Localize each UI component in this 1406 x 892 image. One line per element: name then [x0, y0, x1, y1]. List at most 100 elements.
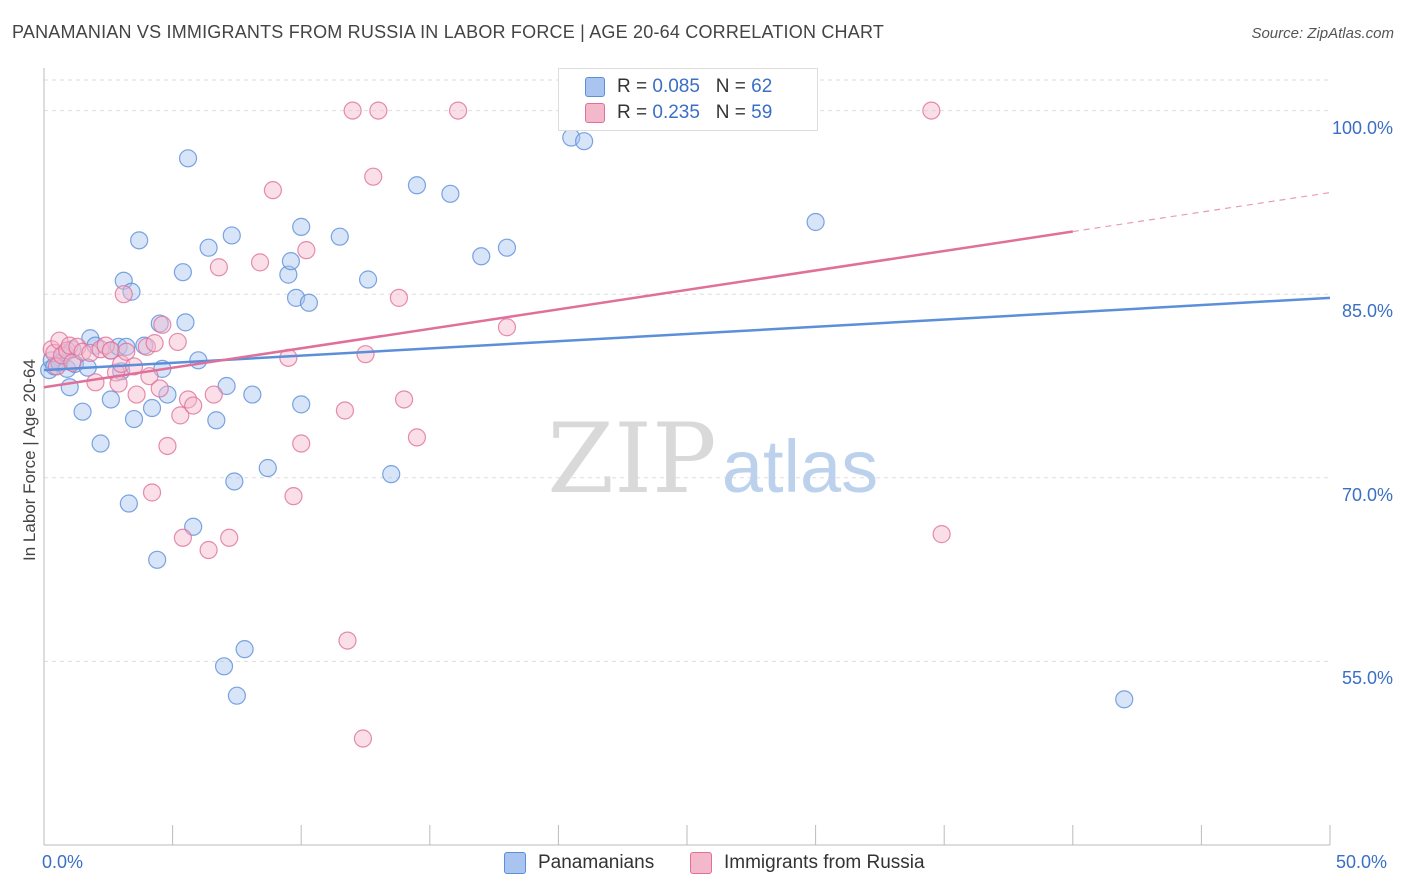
- legend-row-russia: R = 0.235 N = 59: [585, 101, 772, 125]
- data-point: [50, 331, 69, 350]
- data-point: [199, 238, 218, 257]
- data-point: [932, 525, 951, 544]
- x-tick-label-max: 50.0%: [1336, 852, 1388, 872]
- data-point: [184, 396, 203, 415]
- data-point: [114, 285, 133, 304]
- legend-r-value-1: 0.085: [652, 76, 700, 97]
- data-point: [178, 149, 198, 168]
- series-panamanians-points: [40, 128, 1134, 709]
- legend-n-label: N =: [715, 76, 746, 97]
- bottom-legend-label-2: Immigrants from Russia: [724, 852, 925, 873]
- data-point: [52, 346, 72, 365]
- data-point: [199, 540, 218, 560]
- watermark-atlas: atlas: [722, 425, 878, 508]
- data-point: [130, 231, 149, 250]
- data-point: [292, 395, 311, 414]
- data-point: [250, 253, 270, 272]
- data-point: [356, 345, 375, 364]
- data-point: [299, 293, 319, 312]
- bottom-legend-swatch-pink: [690, 852, 712, 874]
- data-point: [91, 434, 110, 453]
- data-point: [343, 101, 362, 120]
- data-point: [394, 390, 414, 409]
- data-point: [204, 385, 223, 404]
- data-point: [497, 318, 517, 337]
- data-point: [382, 465, 401, 484]
- data-point: [173, 263, 192, 282]
- data-point: [335, 401, 355, 420]
- data-point: [364, 167, 383, 186]
- data-point: [441, 184, 460, 203]
- data-point: [292, 217, 311, 236]
- source-label: Source: ZipAtlas.com: [1251, 25, 1394, 42]
- data-point: [279, 265, 298, 284]
- data-point: [81, 343, 100, 363]
- data-point: [220, 528, 239, 547]
- data-point: [358, 270, 378, 289]
- data-point: [142, 483, 162, 502]
- data-point: [150, 379, 169, 398]
- data-point: [284, 487, 303, 506]
- x-tick-label-min: 0.0%: [42, 852, 84, 872]
- y-tick-label: 100.0%: [1331, 117, 1393, 138]
- data-point: [297, 241, 316, 260]
- data-point: [448, 101, 468, 120]
- legend-row-panamanians: R = 0.085 N = 62: [585, 75, 772, 99]
- data-point: [472, 247, 491, 266]
- data-point: [1115, 690, 1134, 709]
- data-point: [142, 398, 162, 418]
- watermark-zip: ZIP: [547, 403, 716, 515]
- data-point: [575, 132, 594, 151]
- legend-swatch-pink: [585, 103, 605, 123]
- data-point: [158, 436, 177, 456]
- chart-title: PANAMANIAN VS IMMIGRANTS FROM RUSSIA IN …: [12, 22, 885, 42]
- data-point: [369, 101, 388, 120]
- data-point: [922, 101, 941, 120]
- grid-lines: [44, 79, 1330, 662]
- bottom-legend-russia: Immigrants from Russia: [690, 852, 925, 874]
- data-point: [148, 550, 167, 569]
- data-point: [222, 226, 241, 245]
- data-point: [101, 341, 120, 360]
- legend-n-value-2: 59: [751, 102, 773, 123]
- data-point: [263, 181, 283, 200]
- trend-lines: [43, 192, 1331, 389]
- trend-line-dashed-2: [1072, 192, 1331, 233]
- data-point: [235, 640, 254, 659]
- correlation-legend: R = 0.085 N = 62 R = 0.235 N = 59: [558, 68, 818, 131]
- data-point: [209, 258, 228, 277]
- data-point: [338, 631, 357, 650]
- data-point: [497, 238, 517, 257]
- data-point: [171, 406, 190, 425]
- data-point: [353, 729, 373, 748]
- data-point: [168, 332, 187, 352]
- data-point: [153, 315, 172, 334]
- trend-line-2: [43, 230, 1073, 389]
- y-axis-label: In Labor Force | Age 20-64: [20, 359, 39, 561]
- data-point: [214, 657, 234, 676]
- trend-line-1: [43, 296, 1331, 372]
- legend-n-label: N =: [715, 102, 746, 123]
- y-tick-label: 55.0%: [1341, 668, 1393, 689]
- data-point: [389, 288, 409, 307]
- data-point: [227, 686, 246, 705]
- data-point: [330, 227, 349, 246]
- data-point: [73, 402, 92, 421]
- data-point: [407, 176, 427, 195]
- data-point: [292, 434, 311, 453]
- data-point: [119, 494, 138, 513]
- watermark: ZIP atlas: [547, 403, 878, 515]
- legend-r-label: R =: [617, 102, 648, 123]
- y-tick-label: 85.0%: [1341, 301, 1393, 322]
- axes: [43, 68, 1331, 846]
- legend-r-label: R =: [617, 76, 648, 97]
- data-point: [281, 252, 301, 271]
- bottom-legend-panamanians: Panamanians: [504, 852, 654, 874]
- data-point: [117, 342, 136, 361]
- y-tick-label: 70.0%: [1341, 484, 1393, 505]
- data-point: [96, 336, 115, 355]
- data-point: [176, 313, 195, 332]
- bottom-legend-swatch-blue: [504, 852, 526, 874]
- legend-n-value-1: 62: [751, 76, 773, 97]
